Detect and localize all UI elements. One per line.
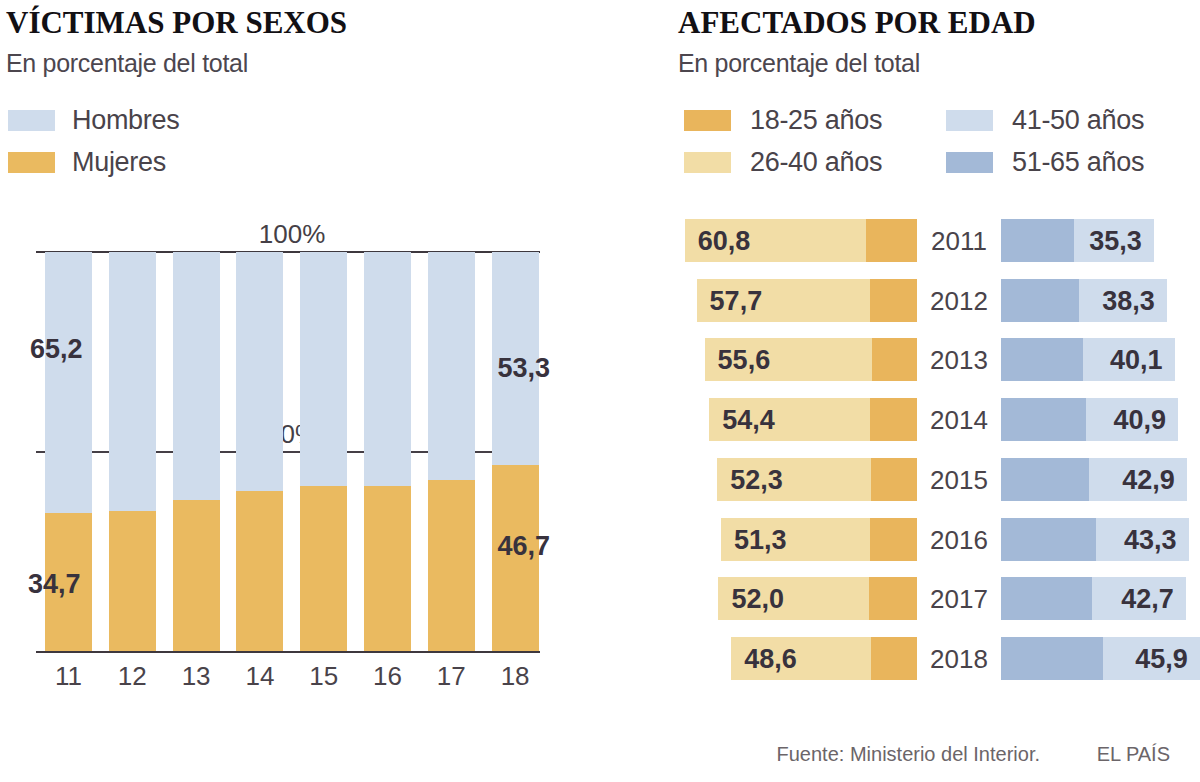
segment-51-65 [1001,637,1103,680]
segment-18-25 [872,338,917,381]
young-value-label: 51,3 [734,518,787,561]
segment-18-25 [871,637,917,680]
segment-51-65 [1001,279,1079,322]
segment-51-65 [1001,518,1096,561]
older-bar-2016: 43,3 [1001,518,1189,561]
year-label-2011: 2011 [924,219,994,262]
young-value-label: 48,6 [744,637,797,680]
young-bar-2015: 52,3 [717,458,917,501]
segment-18-25 [870,398,917,441]
young-bar-2017: 52,0 [718,577,917,620]
older-value-label: 43,3 [1124,518,1177,561]
young-value-label: 52,0 [731,577,784,620]
year-label-2016: 2016 [924,518,994,561]
segment-18-25 [869,577,917,620]
segment-51-65 [1001,219,1074,262]
older-bar-2013: 40,1 [1001,338,1175,381]
infographic-canvas: VÍCTIMAS POR SEXOS En porcentaje del tot… [0,0,1200,782]
older-bar-2012: 38,3 [1001,279,1167,322]
segment-18-25 [866,219,917,262]
older-bar-2011: 35,3 [1001,219,1154,262]
older-bar-2017: 42,7 [1001,577,1186,620]
older-value-label: 40,1 [1110,338,1163,381]
source-text: Fuente: Ministerio del Interior. [740,743,1040,766]
older-bar-2018: 45,9 [1001,637,1200,680]
segment-51-65 [1001,338,1083,381]
young-value-label: 52,3 [730,458,783,501]
young-value-label: 54,4 [722,398,775,441]
segment-18-25 [871,458,917,501]
year-label-2013: 2013 [924,338,994,381]
older-value-label: 38,3 [1102,279,1155,322]
year-label-2014: 2014 [924,398,994,441]
young-bar-2018: 48,6 [731,637,917,680]
young-bar-2014: 54,4 [709,398,917,441]
young-bar-2012: 57,7 [697,279,917,322]
year-label-2012: 2012 [924,279,994,322]
segment-51-65 [1001,398,1086,441]
segment-18-25 [870,279,917,322]
young-value-label: 55,6 [718,338,771,381]
young-value-label: 60,8 [698,219,751,262]
year-label-2015: 2015 [924,458,994,501]
segment-18-25 [870,518,917,561]
older-value-label: 42,9 [1122,458,1175,501]
young-value-label: 57,7 [710,279,763,322]
segment-51-65 [1001,458,1089,501]
segment-51-65 [1001,577,1092,620]
young-bar-2013: 55,6 [705,338,917,381]
older-value-label: 35,3 [1089,219,1142,262]
young-bar-2016: 51,3 [721,518,917,561]
older-bar-2014: 40,9 [1001,398,1178,441]
older-value-label: 40,9 [1114,398,1167,441]
older-value-label: 45,9 [1135,637,1188,680]
age-rows-container: 60,8 2011 35,3 57,7 2012 38,3 55,6 2013 40,1 54,4… [0,0,1200,782]
young-bar-2011: 60,8 [685,219,917,262]
publisher-credit: EL PAÍS [1050,743,1170,766]
year-label-2017: 2017 [924,577,994,620]
older-bar-2015: 42,9 [1001,458,1187,501]
year-label-2018: 2018 [924,637,994,680]
older-value-label: 42,7 [1121,577,1174,620]
